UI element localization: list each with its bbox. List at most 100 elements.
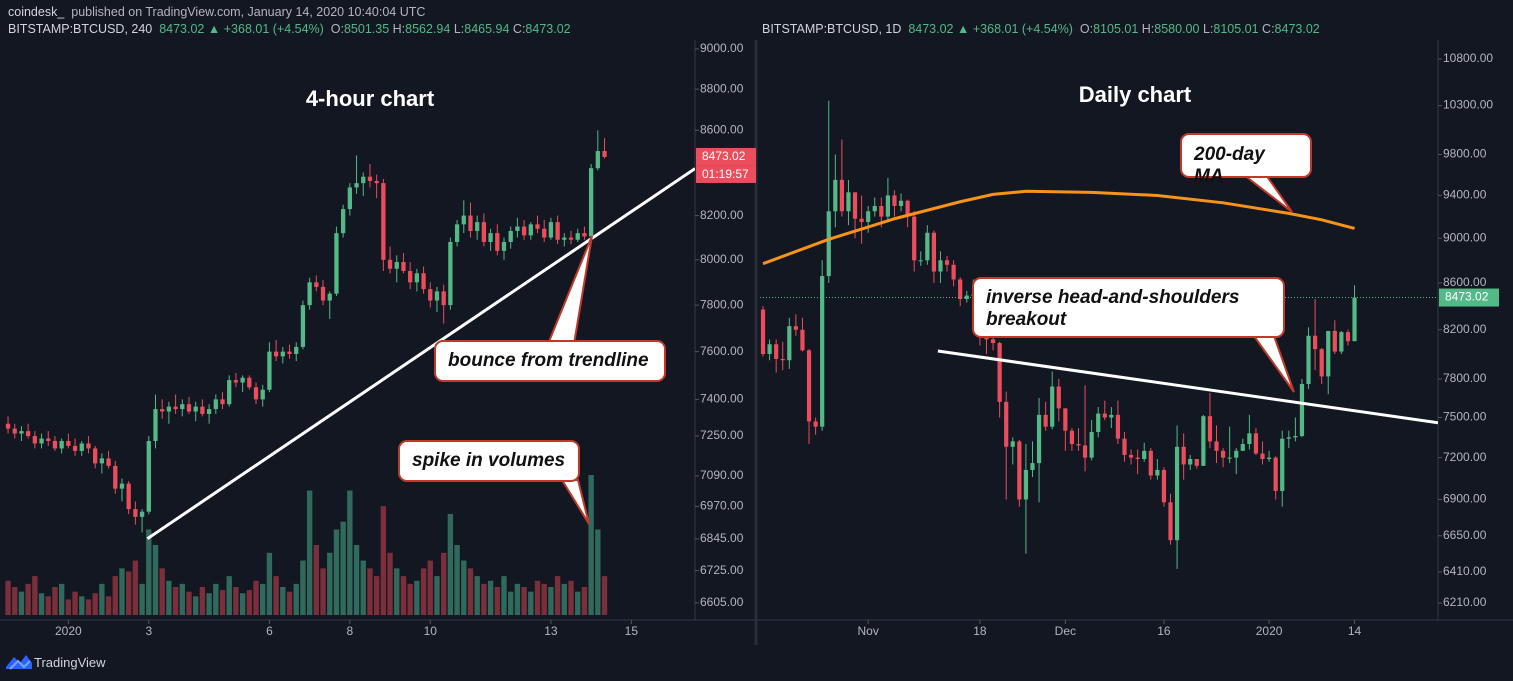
candle-body xyxy=(166,406,172,412)
candle-body xyxy=(347,187,352,210)
candle-body xyxy=(774,344,779,359)
volume-bar xyxy=(521,587,527,615)
annotation: inverse head-and-shoulders breakout xyxy=(972,277,1285,338)
y-tick-label: 7800.00 xyxy=(1443,371,1487,385)
ohlc-value: 8465.94 xyxy=(464,22,510,36)
x-tick-label: 14 xyxy=(1348,624,1362,638)
candle-body xyxy=(287,351,292,354)
volume-bar xyxy=(514,583,521,615)
candle-body xyxy=(387,259,393,269)
volume-bar xyxy=(380,506,387,615)
x-tick-label: 8 xyxy=(347,624,354,638)
volume-bar xyxy=(159,568,165,615)
volume-bar xyxy=(575,591,581,615)
volume-bar xyxy=(139,583,145,615)
candle-body xyxy=(106,458,111,466)
countdown-box xyxy=(696,165,756,183)
candle-body xyxy=(1096,413,1101,433)
volume-bar xyxy=(18,591,25,615)
candle-body xyxy=(1102,413,1107,418)
candle-body xyxy=(1299,383,1305,437)
volume-bar xyxy=(280,587,286,615)
published: published on TradingView.com, January 14… xyxy=(71,5,426,19)
candle-body xyxy=(800,329,805,351)
candle-body xyxy=(193,406,198,412)
annotation: 200-day MA xyxy=(1180,133,1312,187)
volume-bar xyxy=(206,593,212,615)
ohlc-value: 8105.01 xyxy=(1213,22,1259,36)
volume-bar xyxy=(32,576,38,615)
volume-bar xyxy=(132,560,139,615)
volume-bar xyxy=(481,583,487,615)
plot-area xyxy=(5,130,695,615)
candle-body xyxy=(1214,441,1219,451)
chart-title: 4-hour chart xyxy=(306,86,435,111)
volume-bar xyxy=(12,587,18,615)
candle-body xyxy=(1043,414,1048,427)
candle-body xyxy=(354,183,359,188)
candle-body xyxy=(951,264,956,280)
candle-body xyxy=(1122,438,1127,455)
volume-bar xyxy=(333,529,340,615)
candle-body xyxy=(1109,414,1114,418)
y-tick-label: 9400.00 xyxy=(1443,188,1487,202)
candle-body xyxy=(826,211,831,277)
volume-bar xyxy=(588,475,594,615)
candle-body xyxy=(1194,458,1199,466)
volume-bar xyxy=(554,576,561,615)
candle-body xyxy=(1188,458,1193,465)
y-tick-label: 10300.00 xyxy=(1443,98,1493,112)
volume-bar xyxy=(172,587,179,615)
candle-body xyxy=(461,215,466,225)
volume-bar xyxy=(260,583,266,615)
candle-body xyxy=(1293,436,1298,438)
candle-body xyxy=(1076,444,1081,446)
volume-bar xyxy=(186,591,192,615)
candle-body xyxy=(1089,432,1094,458)
volume-bar xyxy=(327,552,333,615)
candle-body xyxy=(931,232,937,272)
candle-body xyxy=(327,293,332,301)
candle-body xyxy=(535,224,540,229)
volume-bar xyxy=(226,576,232,615)
y-tick-label: 7500.00 xyxy=(1443,410,1487,424)
volume-bar xyxy=(487,580,494,615)
candle-body xyxy=(1023,469,1029,500)
volume-bar xyxy=(387,552,393,615)
candle-body xyxy=(1181,446,1186,465)
candle-body xyxy=(113,465,118,489)
candle-body xyxy=(361,176,366,184)
author: coindesk_ xyxy=(8,5,65,19)
volume-bar xyxy=(360,560,366,615)
candle-body xyxy=(72,445,78,451)
candle-body xyxy=(66,440,71,446)
candle-body xyxy=(1220,450,1226,458)
plot-layer: 9000.00 8800.00 8600.00 8200.00 8000.00 7800.… xyxy=(5,41,1499,638)
y-tick-label: 8600.00 xyxy=(1443,275,1487,289)
volume-bar xyxy=(233,587,239,615)
panel-right xyxy=(757,40,1513,645)
candle-body xyxy=(793,326,798,330)
ohlc-label: O: xyxy=(330,22,344,36)
candle-body xyxy=(307,282,312,306)
volume-bar xyxy=(420,568,427,615)
volume-bar xyxy=(146,529,152,615)
candle-body xyxy=(1010,441,1015,447)
candle-body xyxy=(990,339,996,344)
candle-body xyxy=(1286,437,1291,439)
volume-bar xyxy=(534,580,541,615)
trendline xyxy=(937,349,1438,425)
candle-body xyxy=(488,233,493,242)
candle-body xyxy=(1017,441,1022,500)
candle-body xyxy=(521,226,527,236)
volume-bar xyxy=(440,552,447,615)
ohlc-value: 8562.94 xyxy=(405,22,451,36)
volume-bar xyxy=(313,545,320,615)
volume-bar xyxy=(394,568,400,615)
volume-bar xyxy=(45,596,51,615)
y-tick-label: 8200.00 xyxy=(1443,322,1487,336)
volume-bar xyxy=(561,583,567,615)
ohlc-value: 8473.02 xyxy=(1274,22,1320,36)
candle-body xyxy=(938,260,943,272)
